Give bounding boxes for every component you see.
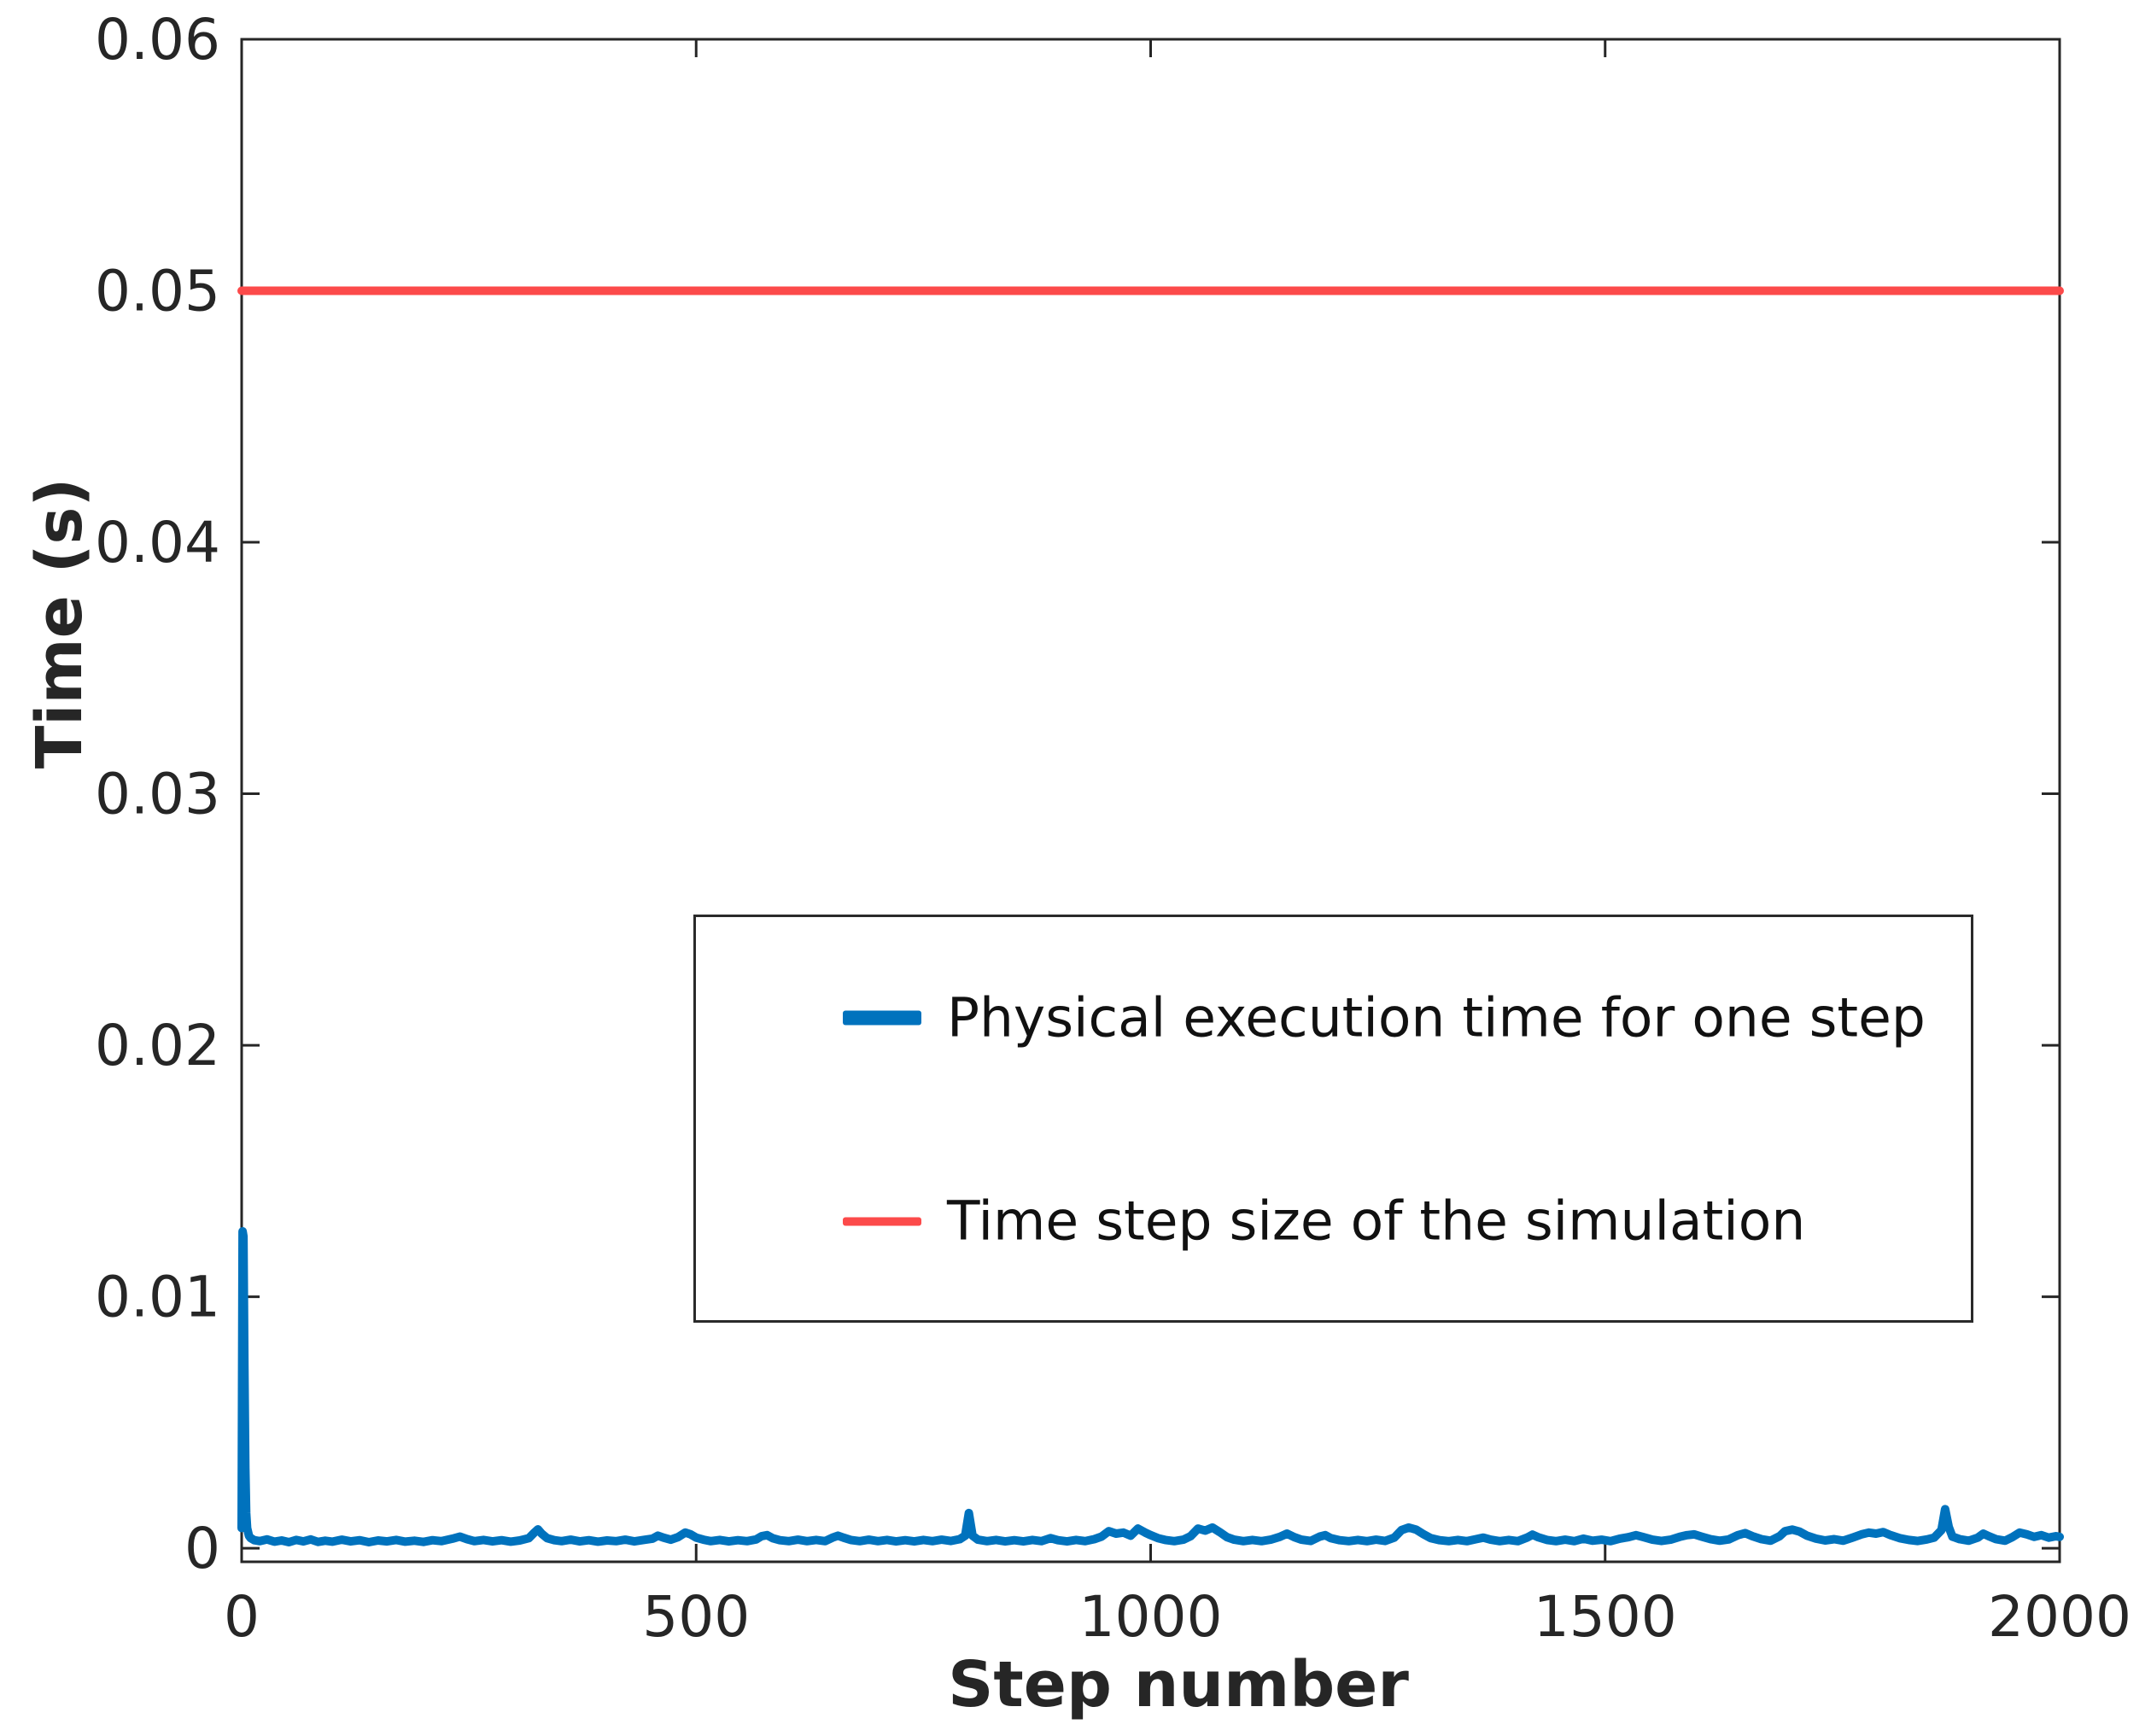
legend-label: Time step size of the simulation <box>947 1189 1806 1253</box>
y-tick-label: 0 <box>184 1516 220 1581</box>
x-axis-label: Step number <box>948 1648 1409 1721</box>
x-tick-label: 2000 <box>1988 1584 2131 1650</box>
x-tick-label: 1500 <box>1534 1584 1677 1650</box>
x-tick-label: 500 <box>642 1584 750 1650</box>
x-tick-label: 0 <box>224 1584 260 1650</box>
series-line-0 <box>237 1227 2064 1546</box>
y-tick-label: 0.04 <box>95 510 220 576</box>
y-tick-label: 0.06 <box>95 7 220 73</box>
legend-entry-physical-execution-time: Physical execution time for one step <box>843 987 1926 1049</box>
x-tick-label: 1000 <box>1079 1584 1223 1650</box>
y-axis-label: Time (s) <box>23 478 96 769</box>
legend-line-sample-blue <box>843 1010 921 1026</box>
legend-line-sample-red <box>843 1217 921 1225</box>
y-tick-label: 0.02 <box>95 1013 220 1078</box>
y-tick-label: 0.01 <box>95 1265 220 1330</box>
legend-label: Physical execution time for one step <box>947 986 1926 1049</box>
y-tick-label: 0.05 <box>95 259 220 324</box>
legend: Physical execution time for one step Tim… <box>693 915 1973 1323</box>
plot-border <box>240 38 2061 1564</box>
legend-entry-time-step-size: Time step size of the simulation <box>843 1190 1805 1253</box>
y-tick-label: 0.03 <box>95 762 220 827</box>
